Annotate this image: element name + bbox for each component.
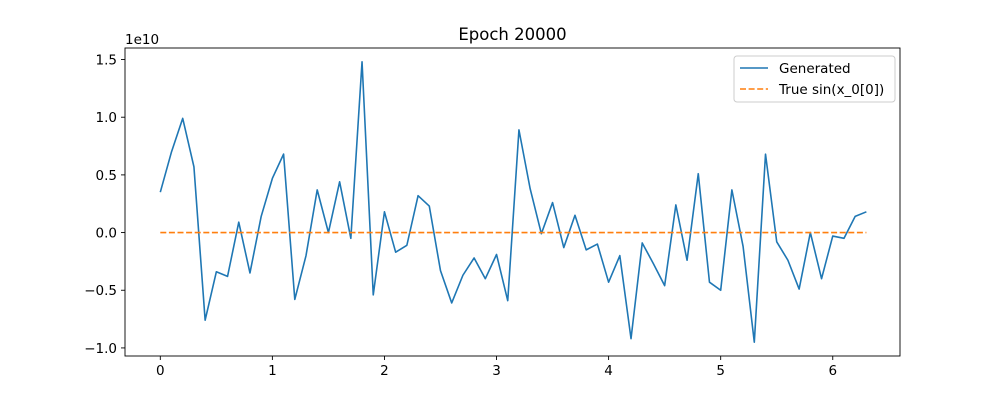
- y-tick-label: 1.5: [96, 53, 117, 69]
- y-tick-label: 0.5: [96, 168, 117, 184]
- series-line-generated: [159, 61, 867, 343]
- y-tick-label: −0.5: [84, 283, 117, 299]
- x-axis: 0 1 2 3 4 5 6: [156, 356, 837, 379]
- legend: Generated True sin(x_0[0]): [733, 55, 896, 103]
- series-layer: [159, 61, 867, 343]
- legend-box: [733, 55, 896, 103]
- x-tick-label: 5: [716, 363, 725, 379]
- x-tick-label: 1: [268, 363, 277, 379]
- x-tick-label: 0: [156, 363, 165, 379]
- legend-label: Generated: [779, 61, 851, 77]
- plot-frame: [124, 47, 901, 357]
- x-tick-label: 3: [492, 363, 501, 379]
- y-tick-label: 1.0: [96, 110, 117, 126]
- y-tick-label: −1.0: [84, 341, 117, 357]
- chart-title: Epoch 20000: [458, 25, 566, 44]
- y-axis-offset-label: 1e10: [125, 32, 159, 48]
- x-tick-label: 4: [604, 363, 613, 379]
- y-axis: −1.0 −0.5 0.0 0.5 1.0 1.5: [84, 53, 125, 357]
- y-tick-label: 0.0: [96, 226, 117, 242]
- x-tick-label: 2: [380, 363, 389, 379]
- legend-label: True sin(x_0[0]): [778, 82, 884, 98]
- x-tick-label: 6: [828, 363, 837, 379]
